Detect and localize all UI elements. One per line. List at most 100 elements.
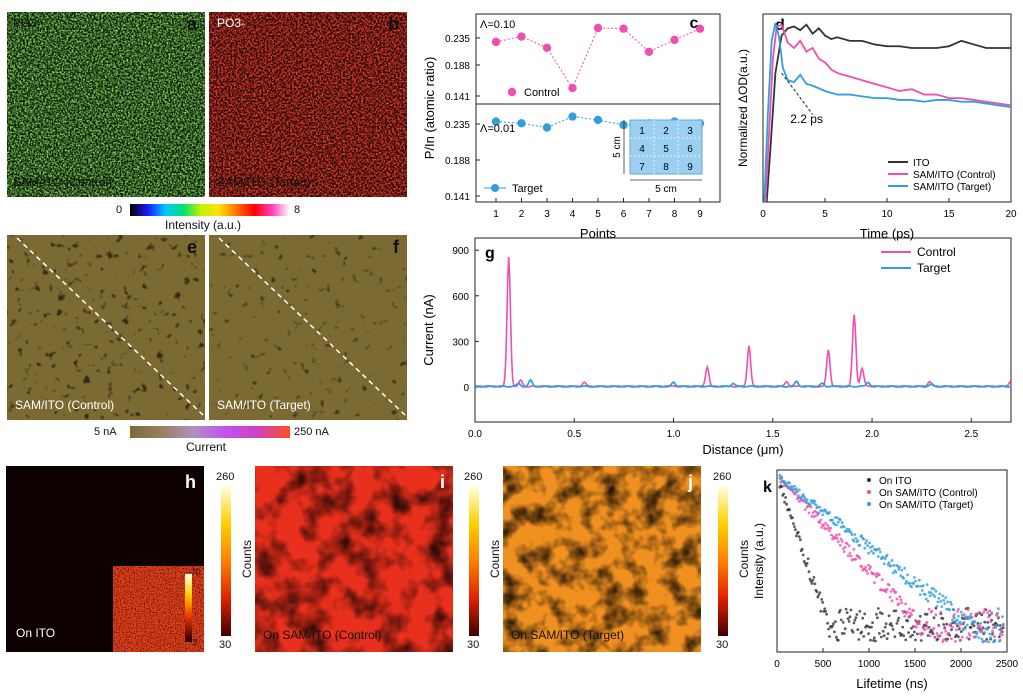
chart-k-data-point (958, 620, 962, 624)
chart-k-data-point (839, 537, 843, 541)
chart-k-data-point (779, 477, 783, 481)
chart-k-data-point (877, 547, 881, 551)
chart-k-data-point (898, 595, 902, 598)
chart-k-data-point (891, 571, 895, 575)
chart-k-data-point (822, 524, 826, 527)
chart-k-data-point (960, 635, 964, 639)
chart-k-data-point (988, 609, 991, 613)
chart-c-control-point (593, 23, 603, 33)
chart-k-data-point (923, 628, 927, 632)
counts-colorbar-j-max: 260 (713, 471, 732, 483)
chart-k-data-point (959, 610, 963, 614)
chart-k-trpl-decay: 0 500 1000 1500 2000 2500 Lifetime (ns) Intensi… (752, 469, 1019, 691)
chart-k-data-point (926, 599, 930, 603)
panel-label-h: h (185, 472, 196, 492)
chart-d-ylabel: Normalized ΔOD(a.u.) (736, 49, 750, 167)
chart-k-data-point (875, 612, 878, 616)
chart-c-ytick-label: 0.141 (445, 92, 470, 103)
chart-k-data-point (932, 616, 936, 620)
chart-k-data-point (983, 620, 987, 624)
current-colorbar-max: 250 nA (294, 426, 329, 438)
chart-k-data-point (803, 508, 807, 511)
chart-k-data-point (889, 590, 893, 593)
chart-k-data-point (818, 505, 822, 509)
map-f-current-target: f SAM/ITO (Target) (209, 235, 407, 420)
chart-k-xlabel: Lifetime (ns) (856, 676, 928, 691)
chart-k-data-point (866, 544, 869, 547)
chart-k-data-point (846, 554, 850, 558)
chart-k-data-point (913, 630, 916, 634)
chart-k-data-point (881, 629, 885, 633)
chart-k-data-point (902, 634, 906, 638)
chart-k-legend-label: On SAM/ITO (Target) (879, 500, 973, 511)
panel-label-f: f (393, 237, 399, 257)
chart-k-data-point (966, 608, 970, 612)
chart-d-xtick-label: 15 (943, 209, 955, 220)
panel-label-j: j (687, 472, 693, 492)
chart-g-current-profile: 0.0 0.5 1.0 1.5 2.0 2.5 0 300 600 900 Distance (μm… (421, 237, 1012, 457)
chart-k-data-point (996, 612, 999, 615)
chart-k-data-point (948, 608, 951, 612)
chart-d-annotation: 2.2 ps (790, 112, 823, 126)
chart-k-data-point (928, 634, 932, 638)
chart-c-xtick-label: 3 (544, 209, 550, 220)
chart-k-data-point (990, 612, 993, 616)
map-i-caption: On SAM/ITO (Control) (263, 628, 382, 642)
chart-c-target-point (517, 119, 526, 128)
chart-k-data-point (974, 635, 978, 638)
chart-k-data-point (914, 579, 917, 583)
chart-k-data-point (991, 633, 994, 637)
chart-k-data-point (969, 612, 973, 616)
chart-k-data-point (891, 628, 895, 631)
chart-k-data-point (977, 636, 981, 639)
map-e-caption: SAM/ITO (Control) (15, 398, 115, 412)
chart-k-data-point (810, 582, 814, 585)
chart-k-data-point (910, 626, 913, 630)
chart-k-data-point (841, 621, 845, 624)
chart-k-data-point (898, 565, 902, 569)
chart-k-data-point (993, 639, 996, 643)
chart-k-data-point (938, 592, 942, 596)
chart-k-data-point (862, 635, 866, 638)
chart-c-control-annotation: Λ=0.10 (480, 19, 515, 31)
chart-k-data-point (840, 521, 844, 525)
chart-k-data-point (853, 533, 857, 536)
chart-k-data-point (907, 615, 910, 619)
chart-k-data-point (887, 614, 891, 618)
chart-k-data-point (869, 638, 872, 642)
chart-k-data-point (976, 626, 980, 630)
chart-k-data-point (833, 630, 836, 634)
chart-g-panel-label: g (485, 245, 495, 262)
chart-k-data-point (998, 635, 1001, 639)
chart-k-data-point (934, 613, 938, 617)
chart-c-inset-cell: 1 (639, 126, 645, 137)
chart-k-data-point (991, 629, 994, 633)
chart-k-data-point (797, 488, 801, 492)
chart-k-data-point (890, 624, 894, 628)
chart-k-data-point (794, 528, 797, 531)
chart-k-data-point (983, 607, 987, 611)
chart-c-target-point (542, 123, 552, 132)
chart-k-data-point (904, 582, 908, 585)
chart-k-data-point (815, 590, 819, 593)
chart-k-data-point (983, 631, 987, 634)
chart-k-data-point (874, 639, 877, 643)
chart-k-data-point (829, 526, 832, 530)
chart-k-data-point (912, 582, 915, 585)
chart-k-data-point (950, 628, 953, 632)
chart-k-data-point (965, 623, 969, 627)
chart-k-data-point (786, 485, 789, 488)
chart-c-pin-ratio: 0.235 0.188 0.141 0.235 0.188 0.141 1 2 3 4 5 6 7 8 9 P… (422, 13, 721, 241)
chart-k-data-point (788, 508, 791, 512)
chart-k-data-point (877, 573, 881, 577)
chart-k-data-point (809, 505, 813, 509)
chart-k-data-point (876, 555, 880, 558)
chart-k-data-point (856, 628, 860, 631)
chart-k-data-point (951, 618, 954, 622)
chart-c-legend-control: Control (524, 87, 559, 99)
chart-k-data-point (795, 490, 799, 493)
chart-k-data-point (828, 529, 831, 533)
map-h-inset-max: 70 (191, 568, 200, 577)
chart-c-xtick-label: 9 (697, 209, 703, 220)
chart-k-data-point (883, 557, 887, 561)
